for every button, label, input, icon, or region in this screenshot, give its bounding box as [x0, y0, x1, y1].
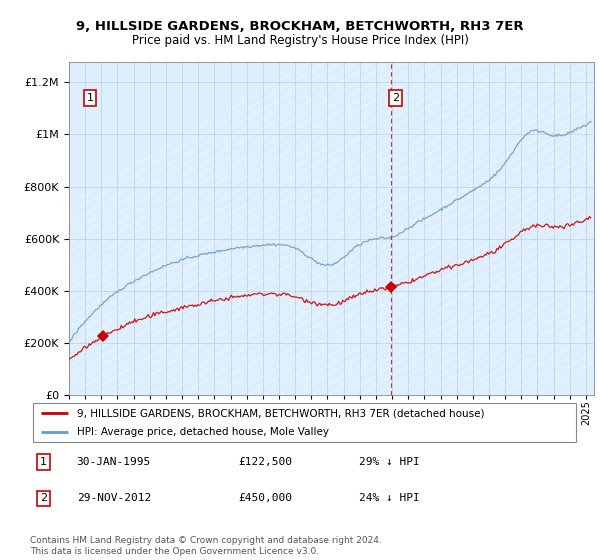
Text: £450,000: £450,000 — [239, 493, 293, 503]
Text: 1: 1 — [86, 93, 94, 103]
Text: 9, HILLSIDE GARDENS, BROCKHAM, BETCHWORTH, RH3 7ER: 9, HILLSIDE GARDENS, BROCKHAM, BETCHWORT… — [76, 20, 524, 32]
Text: Price paid vs. HM Land Registry's House Price Index (HPI): Price paid vs. HM Land Registry's House … — [131, 34, 469, 46]
Text: 29% ↓ HPI: 29% ↓ HPI — [359, 457, 420, 467]
Text: 29-NOV-2012: 29-NOV-2012 — [77, 493, 151, 503]
FancyBboxPatch shape — [33, 403, 576, 442]
Text: 2: 2 — [40, 493, 47, 503]
Text: 9, HILLSIDE GARDENS, BROCKHAM, BETCHWORTH, RH3 7ER (detached house): 9, HILLSIDE GARDENS, BROCKHAM, BETCHWORT… — [77, 408, 484, 418]
Text: HPI: Average price, detached house, Mole Valley: HPI: Average price, detached house, Mole… — [77, 427, 329, 437]
Text: Contains HM Land Registry data © Crown copyright and database right 2024.
This d: Contains HM Land Registry data © Crown c… — [30, 536, 382, 556]
Text: 24% ↓ HPI: 24% ↓ HPI — [359, 493, 420, 503]
Text: 1: 1 — [40, 457, 47, 467]
Text: 30-JAN-1995: 30-JAN-1995 — [77, 457, 151, 467]
Text: 2: 2 — [392, 93, 399, 103]
Text: £122,500: £122,500 — [239, 457, 293, 467]
